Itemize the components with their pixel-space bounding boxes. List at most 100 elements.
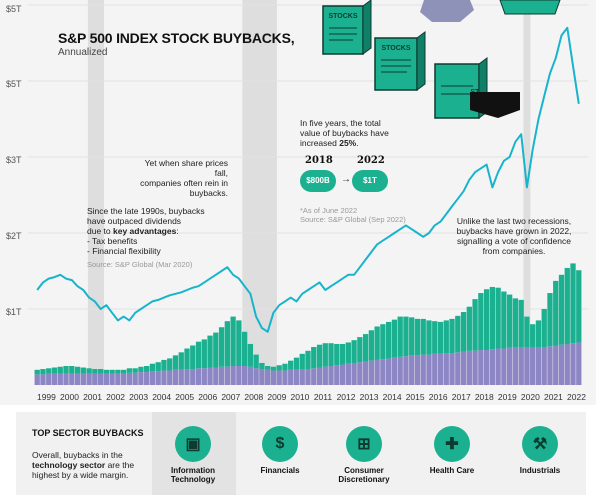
dividend-bar xyxy=(386,358,392,385)
dividend-bar xyxy=(201,368,207,385)
sector-item-financials: $ Financials xyxy=(235,426,325,475)
sector-item-health-care: ✚ Health Care xyxy=(407,426,497,475)
buyback-bar xyxy=(155,362,161,372)
sector-label: Health Care xyxy=(429,466,475,475)
buyback-bar xyxy=(80,367,86,374)
buyback-bar xyxy=(253,354,259,369)
buyback-bar xyxy=(380,324,386,360)
buyback-bar xyxy=(322,343,328,367)
dividend-bar xyxy=(132,372,138,385)
stock-document-1: STOCKS xyxy=(322,0,372,55)
buyback-bar xyxy=(368,330,375,361)
buyback-bar xyxy=(115,369,121,374)
dividend-bar xyxy=(86,373,92,385)
dividend-bar xyxy=(172,369,179,385)
dividend-bar xyxy=(362,361,369,385)
buyback-bar xyxy=(138,366,144,373)
buyback-bar xyxy=(541,309,547,347)
x-tick-label: 1999 xyxy=(37,392,56,402)
buyback-bar xyxy=(207,335,213,368)
buyback-bar xyxy=(409,317,415,356)
dividend-bar xyxy=(138,372,144,385)
medical-cross-icon: ✚ xyxy=(434,426,470,462)
buyback-bar xyxy=(178,352,184,370)
buyback-bar xyxy=(299,353,305,370)
buyback-bar xyxy=(558,274,565,345)
buyback-bar xyxy=(443,320,449,354)
dividend-bar xyxy=(374,359,380,385)
buyback-bar xyxy=(334,343,340,366)
buyback-bar xyxy=(518,299,524,347)
buyback-bar xyxy=(495,287,501,349)
dividend-bar xyxy=(512,347,519,385)
dividend-bar xyxy=(213,367,219,385)
dividend-bar xyxy=(576,342,582,385)
buyback-bar xyxy=(553,280,559,346)
svg-text:STOCKS: STOCKS xyxy=(381,45,410,52)
dividend-bar xyxy=(282,370,288,385)
dividend-bar xyxy=(339,364,346,385)
x-tick-label: 2002 xyxy=(106,392,125,402)
recession-band xyxy=(87,0,105,385)
dividend-bar xyxy=(432,353,438,385)
dividend-bar xyxy=(178,369,184,385)
buyback-bar xyxy=(103,369,110,374)
buyback-bar xyxy=(374,326,380,360)
dividend-bar xyxy=(391,357,398,385)
buyback-bar xyxy=(420,318,426,355)
buyback-bar xyxy=(483,289,490,351)
buyback-bar xyxy=(506,294,513,348)
dividend-bar xyxy=(51,373,58,385)
buyback-bar xyxy=(449,318,455,354)
x-tick-label: 2006 xyxy=(198,392,217,402)
buyback-bar xyxy=(265,366,271,370)
buyback-bar xyxy=(132,368,138,373)
buyback-bar xyxy=(51,367,58,374)
dividend-bar xyxy=(334,365,340,385)
buyback-bar xyxy=(535,320,542,347)
x-tick-label: 2010 xyxy=(290,392,309,402)
buyback-bar xyxy=(161,359,167,371)
x-tick-label: 2018 xyxy=(475,392,494,402)
buyback-bar xyxy=(126,368,133,373)
dividend-bar xyxy=(414,355,421,385)
dividend-bar xyxy=(426,354,432,385)
dividend-bar xyxy=(144,372,150,385)
buyback-bar xyxy=(403,316,409,357)
buyback-bar xyxy=(109,369,115,374)
buyback-bar xyxy=(184,348,190,370)
buyback-bar xyxy=(305,350,311,370)
dividend-bar xyxy=(449,353,455,385)
dividend-bar xyxy=(288,369,294,385)
value-pill-2022: $1T xyxy=(352,170,388,192)
sector-item-industrials: ⚒ Industrials xyxy=(495,426,585,475)
buyback-bar xyxy=(46,368,52,374)
buyback-bar xyxy=(224,321,230,367)
dividend-bar xyxy=(437,353,444,385)
buyback-bar xyxy=(437,321,444,354)
dividend-bar xyxy=(530,347,536,385)
dividend-bar xyxy=(403,356,409,385)
buyback-bar xyxy=(386,321,392,359)
dividend-bar xyxy=(167,370,173,385)
sector-title: TOP SECTOR BUYBACKS xyxy=(32,428,144,438)
x-tick-label: 2020 xyxy=(521,392,540,402)
buyback-bar xyxy=(149,363,156,372)
note-prices-fall: Yet when share prices fall, companies of… xyxy=(140,158,228,198)
y-label-3t: $3T xyxy=(6,155,22,165)
buyback-bar xyxy=(455,315,461,353)
buyback-bar xyxy=(362,334,369,362)
dividend-bar xyxy=(466,350,472,385)
buyback-bar xyxy=(247,343,254,367)
dividend-bar xyxy=(345,363,351,385)
buyback-bar xyxy=(167,358,173,371)
dividend-bar xyxy=(126,372,133,385)
buyback-bar xyxy=(530,324,536,347)
dividend-bar xyxy=(501,348,507,385)
buyback-bar xyxy=(478,293,484,351)
sector-label: Consumer Discretionary xyxy=(338,466,390,484)
dividend-bar xyxy=(351,362,357,385)
dividend-bar xyxy=(184,369,190,385)
x-tick-label: 2009 xyxy=(267,392,286,402)
buyback-bar xyxy=(259,362,265,370)
